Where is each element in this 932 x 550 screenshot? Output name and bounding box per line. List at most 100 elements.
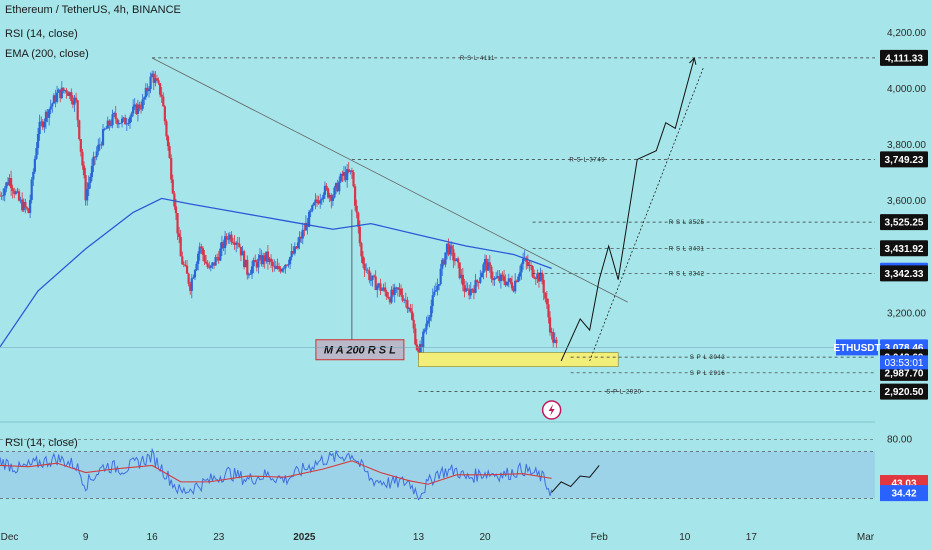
candle[interactable] [100,144,103,146]
candle[interactable] [455,258,458,261]
candle[interactable] [185,265,189,274]
rsi-tag[interactable] [880,485,928,502]
candle[interactable] [495,277,498,279]
candle[interactable] [201,248,204,255]
candle[interactable] [293,246,296,254]
rsi-line[interactable] [0,447,553,501]
candle[interactable] [208,267,211,268]
candle[interactable] [192,277,195,279]
candle[interactable] [51,103,54,107]
candle[interactable] [341,173,344,176]
candle[interactable] [246,259,249,275]
candle[interactable] [358,226,361,244]
candle[interactable] [122,117,125,119]
candle[interactable] [149,76,152,90]
candle[interactable] [314,199,317,204]
candle[interactable] [252,259,255,267]
candle[interactable] [536,273,539,279]
candle[interactable] [128,117,132,124]
candle[interactable] [398,288,401,290]
candle[interactable] [350,170,354,173]
candle[interactable] [279,268,282,272]
candle[interactable] [89,177,92,184]
candle[interactable] [539,272,542,282]
candle[interactable] [203,254,206,262]
candle[interactable] [225,236,228,240]
candle[interactable] [187,273,190,284]
candle[interactable] [518,272,522,277]
candle[interactable] [49,106,52,110]
candle[interactable] [5,182,8,189]
candle[interactable] [281,268,284,272]
candle[interactable] [534,278,537,280]
candle[interactable] [322,194,325,200]
candle[interactable] [151,73,154,77]
candle[interactable] [360,243,363,257]
candle[interactable] [422,331,425,348]
candle[interactable] [372,275,376,277]
price-pane[interactable] [0,70,558,360]
candle[interactable] [382,287,385,290]
candle[interactable] [330,195,333,201]
candle[interactable] [276,266,279,269]
candle[interactable] [510,282,514,289]
candle[interactable] [114,112,117,120]
candle[interactable] [487,262,490,271]
candle[interactable] [181,256,184,265]
candle[interactable] [8,178,11,185]
candle[interactable] [92,156,95,166]
candle[interactable] [84,175,87,201]
candle[interactable] [328,195,331,198]
candle[interactable] [241,251,244,256]
candle[interactable] [296,242,300,249]
candle[interactable] [22,201,25,211]
rsi-panel-legend[interactable]: RSI (14, close) [5,437,78,449]
candle[interactable] [404,299,407,301]
candle[interactable] [101,129,105,146]
candle[interactable] [319,200,322,204]
candle[interactable] [233,242,236,245]
candle[interactable] [98,144,101,146]
candle[interactable] [94,156,97,158]
candle[interactable] [116,119,119,125]
candle[interactable] [113,112,116,115]
candle[interactable] [393,287,396,295]
candle[interactable] [488,262,491,267]
candle[interactable] [346,169,349,181]
candle[interactable] [376,285,379,290]
candle[interactable] [552,331,555,343]
candle[interactable] [216,257,219,259]
candle[interactable] [223,236,227,249]
candle[interactable] [380,289,384,291]
candle[interactable] [204,261,208,264]
candle[interactable] [379,283,382,291]
time-axis[interactable]: Dec 9 16 23 2025 13 20 Feb 10 17 Mar [1,532,875,543]
candle[interactable] [369,280,373,281]
price-tag[interactable] [880,265,928,282]
candle[interactable] [235,242,238,245]
candle[interactable] [103,128,106,130]
candle[interactable] [439,268,442,285]
lightning-icon[interactable] [541,400,562,420]
candle[interactable] [483,258,487,265]
candle[interactable] [0,195,3,197]
candle[interactable] [482,264,485,273]
candle[interactable] [377,283,380,286]
candle[interactable] [361,256,365,264]
candle[interactable] [436,285,439,291]
candle[interactable] [458,262,461,279]
candle[interactable] [124,117,127,125]
candle[interactable] [545,298,548,305]
candle[interactable] [54,95,57,102]
candle[interactable] [127,123,130,124]
candle[interactable] [526,261,529,267]
candle[interactable] [444,252,447,265]
candle[interactable] [288,257,292,265]
rsi-legend[interactable]: RSI (14, close) [5,28,78,40]
candle[interactable] [228,234,231,239]
candle[interactable] [426,320,430,324]
candle[interactable] [548,317,552,333]
candle[interactable] [67,92,70,96]
candle[interactable] [512,288,515,292]
candle[interactable] [501,274,504,277]
